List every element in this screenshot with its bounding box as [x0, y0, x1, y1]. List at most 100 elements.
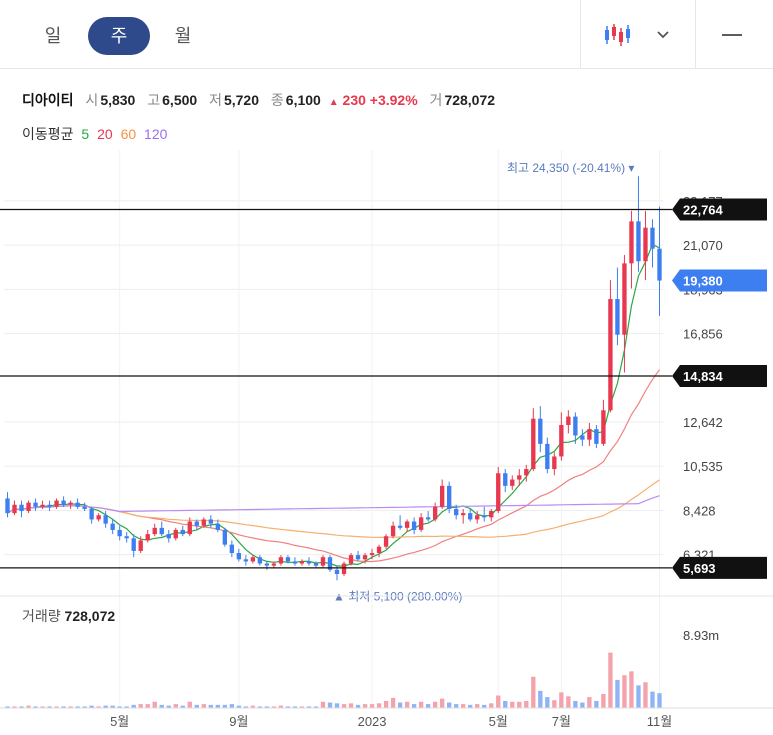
price-tick-label: 10,535 — [683, 459, 723, 474]
candle-body — [26, 502, 31, 512]
volume-bar — [145, 704, 150, 708]
volume-bar — [355, 704, 361, 708]
volume-bar — [650, 691, 655, 708]
chevron-down-icon — [657, 31, 669, 39]
volume-bar — [334, 703, 340, 708]
candle-body — [47, 504, 52, 507]
volume-bar — [482, 704, 487, 708]
volume-bar — [75, 706, 80, 708]
volume-bar — [292, 706, 298, 708]
candle-body — [468, 513, 473, 520]
volume-bar — [341, 704, 347, 708]
candle-body — [657, 248, 662, 281]
volume-bar — [96, 706, 101, 708]
volume-bar — [215, 704, 220, 708]
volume-bar — [257, 706, 263, 708]
volume-bar — [397, 702, 403, 708]
volume-bar — [447, 702, 452, 708]
volume-bar — [54, 706, 59, 708]
volume-bar — [425, 704, 431, 708]
volume-bar — [566, 696, 571, 708]
candle-body — [82, 506, 87, 509]
candle-body — [411, 521, 417, 530]
candle-body — [89, 508, 94, 520]
candle-body — [552, 456, 557, 470]
candle-body — [327, 557, 333, 570]
candle-body — [117, 529, 122, 537]
volume-bar — [411, 704, 417, 708]
volume-bar — [468, 704, 473, 708]
candle-body — [313, 563, 319, 566]
candle-body — [622, 263, 627, 335]
candle-body — [320, 557, 326, 566]
candle-body — [12, 504, 17, 514]
candle-body — [306, 561, 312, 564]
volume-axis-label: 8.93m — [683, 628, 719, 643]
moving-average-legend[interactable]: 이동평균 5 20 60 120 — [22, 124, 171, 144]
volume-bar — [12, 706, 17, 708]
volume-bar — [390, 697, 396, 708]
volume-bar — [124, 706, 129, 708]
candle-body — [580, 435, 585, 440]
price-marker-tag — [672, 198, 767, 221]
candle-body — [33, 502, 38, 507]
volume-bar — [138, 704, 143, 708]
change-percent: +3.92% — [369, 92, 418, 108]
volume-bar — [19, 706, 24, 708]
candle-body — [180, 529, 185, 535]
chart-type-button[interactable] — [598, 16, 638, 54]
volume-bar — [629, 671, 634, 708]
candle-body — [475, 515, 480, 520]
up-arrow-icon: ▲ — [328, 97, 339, 108]
candle-body — [278, 557, 284, 564]
volume-bar — [166, 705, 171, 708]
ma-label: 이동평균 — [22, 126, 74, 142]
volume-bar — [552, 700, 557, 708]
ma-5: 5 — [81, 126, 90, 142]
minimize-button[interactable] — [712, 16, 752, 54]
volume-bar — [68, 706, 73, 708]
volume-bar — [376, 703, 382, 708]
candle-body — [285, 557, 291, 562]
volume-bar — [159, 704, 164, 708]
volume-bar — [313, 706, 319, 708]
volume-bar — [264, 706, 270, 708]
x-tick-label: 9월 — [229, 714, 248, 729]
candle-body — [636, 221, 641, 262]
candle-body — [75, 502, 80, 507]
candle-body — [5, 498, 10, 514]
price-tick-label: 12,642 — [683, 415, 723, 430]
volume-bar — [559, 692, 564, 708]
volume-bar — [383, 700, 389, 708]
volume-bar — [320, 701, 326, 708]
candle-body — [257, 557, 263, 564]
tab-weekly[interactable]: 주 — [88, 17, 150, 55]
tab-daily[interactable]: 일 — [44, 26, 62, 46]
volume-bar — [538, 690, 543, 708]
volume-bar — [243, 706, 249, 708]
candle-body — [341, 563, 347, 575]
candle-body — [538, 418, 543, 444]
price-tick-label: 16,856 — [683, 327, 723, 342]
candle-body — [61, 500, 66, 505]
tab-monthly[interactable]: 월 — [174, 26, 192, 46]
candle-body — [138, 540, 143, 551]
volume-bar — [439, 698, 445, 708]
candle-body — [222, 529, 228, 545]
candle-body — [439, 485, 445, 507]
chart-type-dropdown[interactable] — [648, 16, 678, 54]
volume-bar — [615, 679, 620, 708]
high-annotation: 최고 24,350 (-20.41%) ▾ — [507, 161, 635, 175]
volume-value: 728,072 — [444, 92, 496, 108]
volume-bar — [503, 700, 508, 708]
candle-body — [629, 221, 634, 264]
volume-bar — [461, 704, 466, 708]
volume-bar — [545, 697, 550, 708]
candle-body — [496, 473, 501, 512]
price-chart[interactable]: 23,17721,07018,96316,85612,64210,5358,42… — [0, 140, 773, 735]
candle-body — [369, 553, 375, 556]
toolbar-divider-2 — [695, 0, 696, 68]
candle-body — [454, 508, 459, 516]
candle-body — [587, 429, 592, 440]
volume-panel-title: 거래량 — [22, 608, 61, 624]
